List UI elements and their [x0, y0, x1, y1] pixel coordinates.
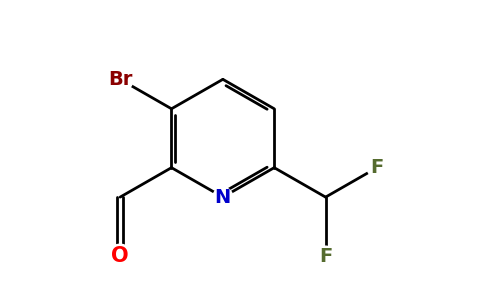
Circle shape: [108, 244, 132, 268]
Circle shape: [367, 158, 387, 178]
Circle shape: [316, 246, 335, 266]
Text: Br: Br: [108, 70, 132, 89]
Text: O: O: [111, 246, 129, 266]
Text: F: F: [370, 158, 384, 177]
Text: N: N: [215, 188, 231, 207]
Circle shape: [213, 187, 233, 207]
Circle shape: [107, 67, 133, 92]
Text: F: F: [319, 247, 332, 266]
